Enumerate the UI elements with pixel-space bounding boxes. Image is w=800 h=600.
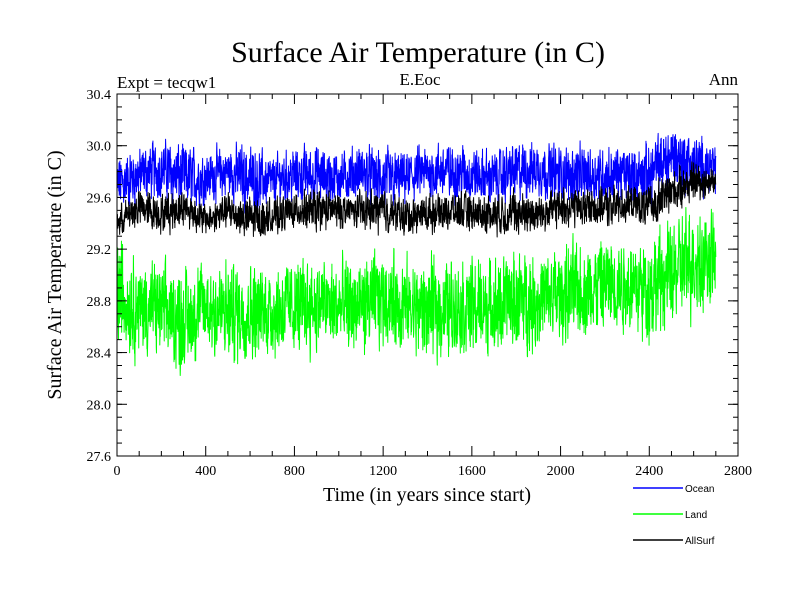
x-tick-label: 2800 — [724, 464, 752, 479]
y-tick-label: 29.6 — [87, 191, 112, 206]
axis-layer: 0 400 800 1200 1600 2000 2400 2800 27.6 28.0 28.4 2… — [87, 88, 753, 479]
x-tick-label: 400 — [195, 464, 216, 479]
x-tick-label: 800 — [284, 464, 305, 479]
season-label: Ann — [709, 70, 739, 89]
x-tick-label: 1200 — [369, 464, 397, 479]
x-tick-label: 1600 — [458, 464, 486, 479]
y-tick-label: 29.2 — [87, 243, 112, 258]
y-tick-label: 30.0 — [87, 140, 112, 155]
region-label: E.Eoc — [399, 70, 441, 89]
x-tick-label: 2000 — [547, 464, 575, 479]
series-layer — [116, 132, 717, 376]
legend-label-ocean: Ocean — [685, 484, 714, 495]
legend-label-allsurf: AllSurf — [685, 536, 715, 547]
x-tick-label: 2400 — [635, 464, 663, 479]
y-tick-label: 30.4 — [87, 88, 112, 103]
chart-title: Surface Air Temperature (in C) — [231, 36, 605, 69]
series-line-land — [116, 206, 717, 376]
x-axis-label: Time (in years since start) — [323, 484, 531, 506]
legend-label-land: Land — [685, 510, 707, 521]
legend: Ocean Land AllSurf — [633, 484, 715, 547]
series-line-ocean — [116, 132, 717, 214]
y-axis-label: Surface Air Temperature (in C) — [44, 150, 66, 399]
x-tick-label: 0 — [114, 464, 121, 479]
y-tick-label: 28.8 — [87, 295, 112, 310]
y-tick-label: 27.6 — [87, 450, 112, 465]
series-line-allsurf — [116, 161, 717, 241]
y-tick-label: 28.4 — [87, 347, 112, 362]
experiment-label: Expt = tecqw1 — [117, 73, 216, 92]
y-tick-label: 28.0 — [87, 398, 112, 413]
